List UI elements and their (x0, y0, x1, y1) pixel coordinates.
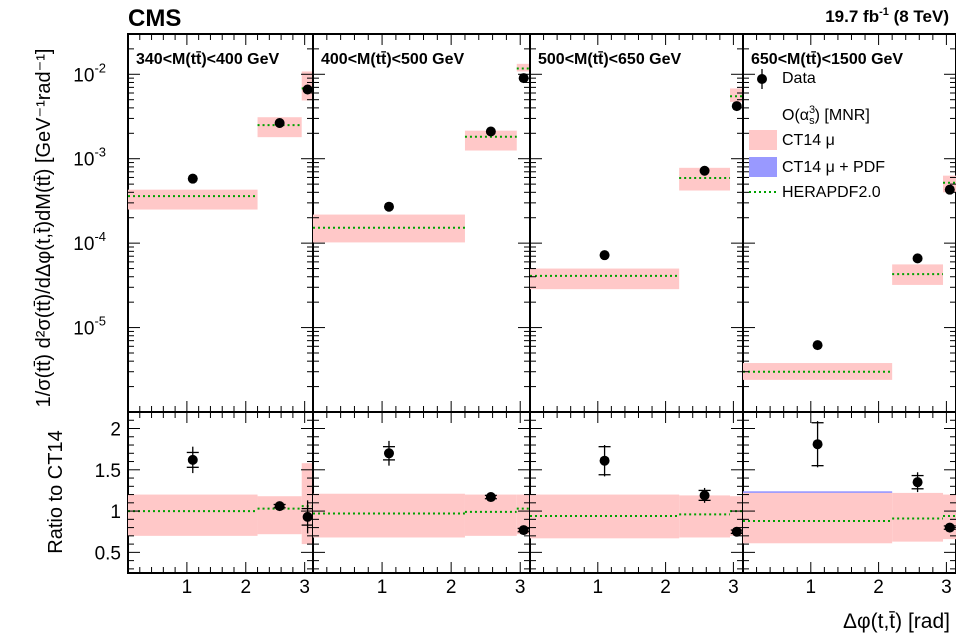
ratio-pdf-band (743, 491, 893, 493)
x-tick-label: 2 (873, 577, 884, 598)
ct14-band (679, 167, 731, 191)
panel-2: 1 2 3 400<M(tt̄)<500 GeV (312, 33, 531, 598)
ratio-point (912, 477, 923, 488)
x-tick-label: 1 (593, 577, 604, 598)
ratio-frame (127, 411, 314, 574)
lumi-value: 19.7 fb (825, 7, 879, 26)
panel-4: 1 2 3 650<M(tt̄)<1500 GeV (742, 33, 956, 598)
legend-label: HERAPDF2.0 (782, 184, 881, 201)
x-tick-label: 3 (941, 577, 952, 598)
data-point (383, 201, 394, 212)
data-point (599, 250, 610, 261)
ratio-point (485, 492, 496, 503)
ratio-ct14-band (128, 494, 258, 536)
panel-1: 1 2 3 340<M(tt̄)<400 GeV (127, 33, 314, 598)
x-tick-label: 3 (515, 577, 526, 598)
ratio-axis-title: Ratio to CT14 (45, 430, 67, 553)
legend-label: CT14 μ + PDF (782, 159, 885, 176)
ratio-tick-label: 1.5 (95, 461, 121, 482)
top-frame (742, 33, 956, 413)
lumi-exponent: -1 (879, 6, 889, 18)
legend-pdf-swatch (749, 157, 777, 177)
panel-3: 1 2 3 500<M(tt̄)<650 GeV (529, 33, 744, 598)
ratio-point (944, 522, 955, 533)
ratio-point (187, 454, 198, 465)
legend-label: CT14 μ (782, 132, 835, 149)
y-tick-label: 10-3 (73, 145, 106, 171)
data-point (812, 340, 823, 351)
ratio-point (274, 501, 285, 512)
ct14-band (743, 363, 893, 380)
x-tick-label: 3 (299, 577, 310, 598)
data-point (912, 253, 923, 264)
y-tick-label: 10-2 (73, 60, 106, 86)
panel-mass-label: 650<M(tt̄)<1500 GeV (751, 50, 903, 68)
legend-data-marker (757, 74, 767, 84)
panels: 1 2 3 340<M(tt̄)<400 GeV 1 2 3 400<M(tt̄)<500 G… (127, 33, 956, 598)
ratio-frame (529, 411, 744, 574)
ratio-point (731, 526, 742, 537)
top-frame (529, 33, 744, 413)
legend-ct14-swatch (749, 130, 777, 150)
panel-mass-label: 500<M(tt̄)<650 GeV (538, 50, 682, 68)
lumi-energy: (8 TeV) (889, 7, 949, 26)
ratio-tick-label: 1 (110, 502, 121, 523)
ratio-point (518, 525, 529, 536)
x-tick-label: 1 (377, 577, 388, 598)
panel-mass-label: 340<M(tt̄)<400 GeV (136, 50, 280, 68)
ratio-point (812, 439, 823, 450)
data-point (187, 173, 198, 184)
ratio-ct14-band (892, 492, 944, 542)
ratio-ct14-band (743, 492, 893, 544)
ct14-band (530, 268, 680, 290)
x-tick-label: 1 (806, 577, 817, 598)
ratio-point (699, 490, 710, 501)
ratio-tick-label: 0.5 (95, 543, 121, 564)
legend: Data O(α3 s) [MNR] CT14 μ CT14 μ + PDF HERAPD… (749, 69, 885, 201)
axis-labels: 10-2 10-3 10-4 10-5 0.5 1 1.5 2 1/σ(tt̄) d²σ(tt̄… (33, 49, 950, 633)
ratio-ct14-band (516, 494, 530, 535)
y-tick-label: 10-5 (73, 314, 106, 340)
legend-label: Data (782, 70, 816, 87)
experiment-label: CMS (128, 5, 181, 32)
y-tick-label: 10-4 (73, 229, 106, 255)
ratio-point (302, 511, 313, 522)
x-tick-label: 3 (728, 577, 739, 598)
x-tick-label: 1 (182, 577, 193, 598)
ratio-frame (312, 411, 531, 574)
ratio-point (599, 455, 610, 466)
data-point (485, 126, 496, 137)
data-point (274, 117, 285, 128)
ratio-ct14-band (730, 496, 743, 536)
data-point (731, 101, 742, 112)
luminosity-label: 19.7 fb-1 (8 TeV) (825, 6, 949, 26)
ratio-ct14-band (313, 493, 465, 538)
x-tick-label: 2 (660, 577, 671, 598)
data-point (518, 73, 529, 84)
panel-mass-label: 400<M(tt̄)<500 GeV (321, 50, 465, 68)
x-axis-title: Δφ(t,t̄) [rad] (843, 610, 950, 633)
legend-label: O(α3 s) [MNR] (782, 104, 870, 127)
ratio-point (383, 448, 394, 459)
y-axis-title: 1/σ(tt̄) d²σ(tt̄)/dΔφ(t,t̄)dM(tt̄) [GeV⁻… (33, 49, 55, 408)
data-point (944, 184, 955, 195)
ratio-ct14-band (530, 494, 680, 539)
ratio-tick-label: 2 (110, 420, 121, 441)
top-frame (127, 33, 314, 413)
data-point (699, 165, 710, 176)
ct14-band (464, 130, 517, 151)
ct14-band (128, 189, 258, 210)
x-tick-label: 2 (446, 577, 457, 598)
ct14-band (730, 88, 743, 102)
x-tick-label: 2 (240, 577, 251, 598)
